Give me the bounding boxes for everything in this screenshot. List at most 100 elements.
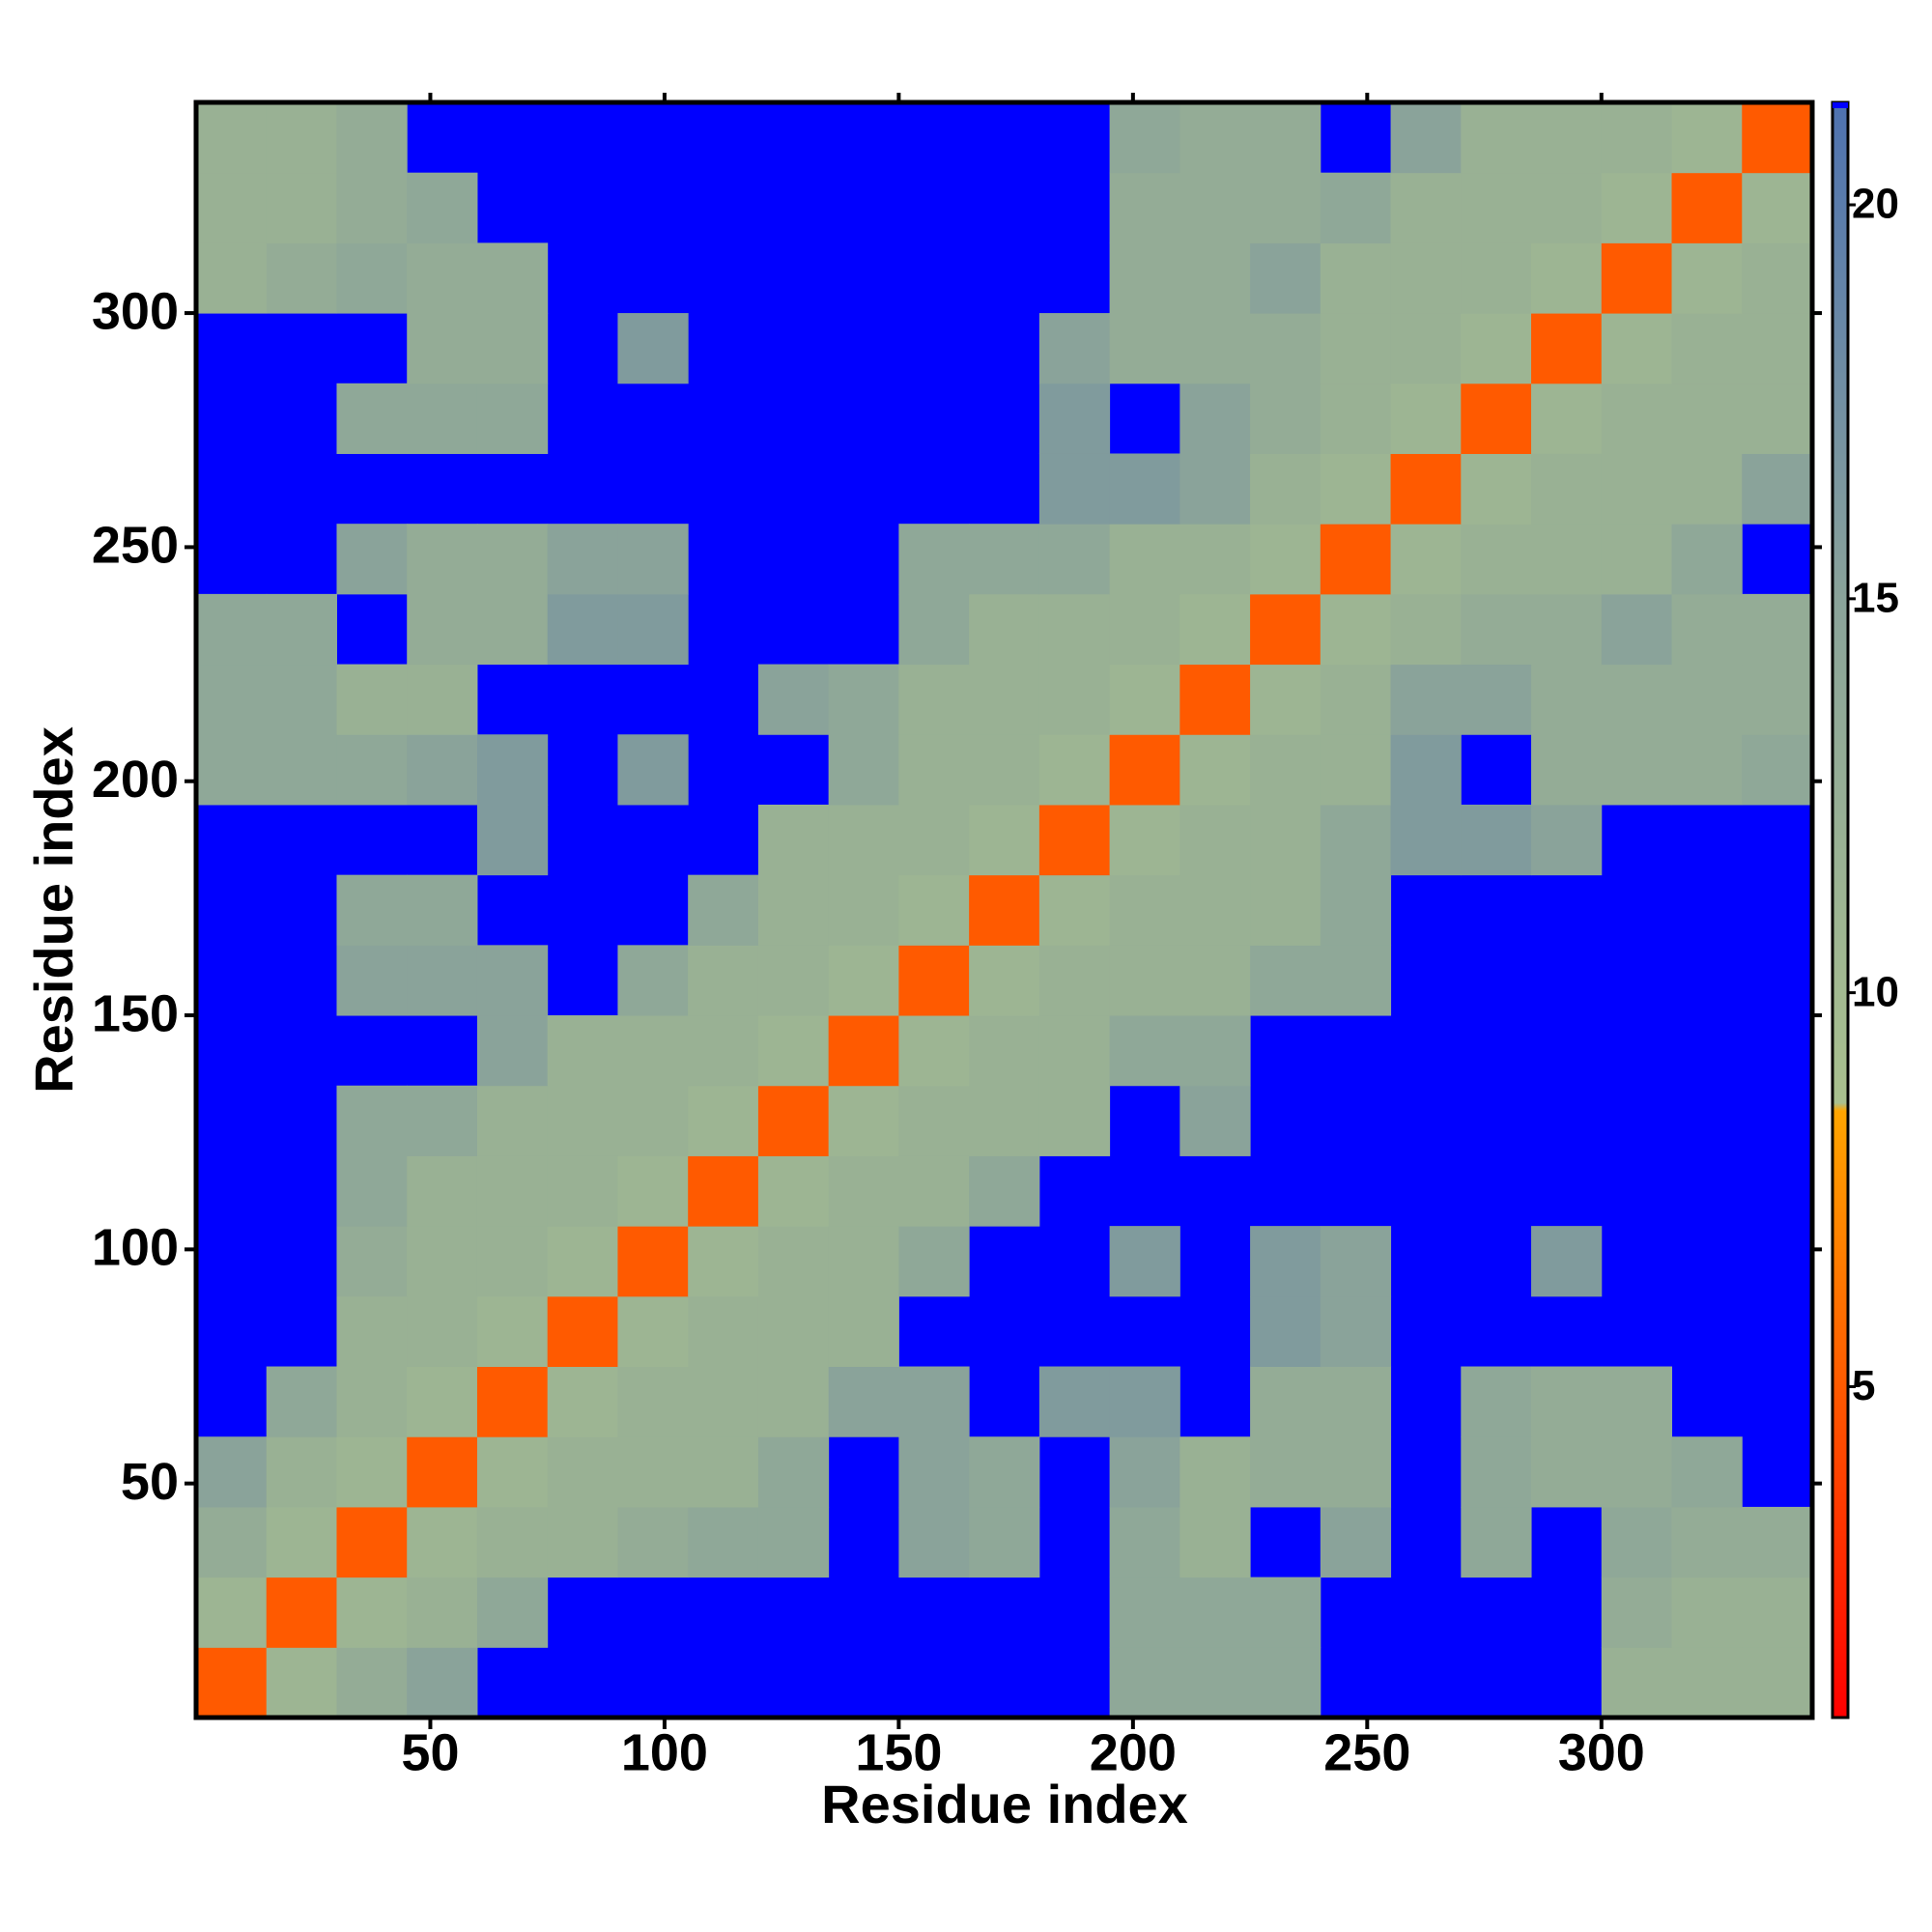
heatmap-cell [547, 1085, 618, 1156]
heatmap-cell [266, 734, 337, 806]
heatmap-cell [476, 1226, 549, 1297]
heatmap-cell [1390, 593, 1462, 666]
heatmap-cell [1250, 453, 1321, 525]
heatmap-cell [1461, 1436, 1532, 1508]
heatmap-cell [1531, 664, 1603, 735]
heatmap-cell [1038, 593, 1111, 666]
heatmap-cell [688, 1226, 759, 1297]
heatmap-cell [476, 1155, 549, 1227]
heatmap-cell [969, 1436, 1040, 1508]
heatmap-cell [1038, 524, 1111, 595]
heatmap-cell [1320, 313, 1392, 384]
heatmap-cell [336, 1085, 408, 1156]
heatmap-cell [1742, 102, 1812, 174]
heatmap-cell [969, 1506, 1040, 1578]
heatmap-cell [547, 1015, 618, 1087]
heatmap-cell [1320, 874, 1392, 946]
heatmap-cell [617, 1366, 689, 1437]
heatmap-cell [969, 1085, 1040, 1156]
heatmap-cell [407, 313, 478, 384]
heatmap-cell [476, 1015, 549, 1087]
heatmap-cell [407, 664, 478, 735]
heatmap-cell [1390, 734, 1462, 806]
heatmap-cell [336, 664, 408, 735]
y-tick-label: 100 [92, 1219, 179, 1277]
heatmap-cell [1109, 1506, 1180, 1578]
heatmap-cell [828, 734, 899, 806]
heatmap-cell [1179, 1085, 1251, 1156]
heatmap-cell [757, 1085, 830, 1156]
heatmap-cell [1179, 453, 1251, 525]
heatmap-cell [828, 664, 899, 735]
heatmap-cell [1109, 1226, 1180, 1297]
heatmap-cell [1742, 734, 1812, 806]
heatmap-cell [1250, 1647, 1321, 1718]
heatmap-cell [1179, 1577, 1251, 1648]
heatmap-cell [688, 1506, 759, 1578]
heatmap-cell [1320, 453, 1392, 525]
heatmap-cell [1742, 383, 1812, 454]
heatmap-cell [898, 1155, 970, 1227]
heatmap-cell [898, 804, 970, 876]
heatmap-cell [969, 804, 1040, 876]
heatmap-cell [617, 945, 689, 1016]
heatmap-cell [547, 1295, 618, 1368]
heatmap-cell [1250, 734, 1321, 806]
heatmap-cell [1742, 172, 1812, 243]
heatmap-cell [828, 945, 899, 1016]
heatmap-cell [407, 1295, 478, 1368]
heatmap-cell [1671, 1577, 1743, 1648]
heatmap-cell [1109, 1436, 1180, 1508]
heatmap-cell [1179, 172, 1251, 243]
heatmap-cell [757, 664, 830, 735]
heatmap-cell [969, 664, 1040, 735]
heatmap-cell [407, 1577, 478, 1648]
heatmap-cell [1742, 1506, 1812, 1578]
heatmap-cell [1109, 102, 1180, 174]
heatmap-cell [757, 945, 830, 1016]
heatmap-cell [828, 1015, 899, 1087]
heatmap-cell [407, 1506, 478, 1578]
heatmap-cell [1250, 524, 1321, 595]
colorbar-tick-label: 20 [1852, 181, 1899, 228]
heatmap-cell [476, 1577, 549, 1648]
heatmap-cell [1179, 1015, 1251, 1087]
heatmap-cell [1320, 383, 1392, 454]
heatmap-cell [476, 242, 549, 314]
heatmap-cell [1390, 524, 1462, 595]
heatmap-cell [196, 664, 268, 735]
heatmap-cell [336, 1295, 408, 1368]
colorbar [1831, 100, 1850, 1719]
colorbar-tick-label: 5 [1852, 1362, 1875, 1409]
heatmap-cell [688, 1155, 759, 1227]
heatmap-cell [1531, 1226, 1603, 1297]
heatmap-cell [1531, 172, 1603, 243]
heatmap-cell [1671, 172, 1743, 243]
heatmap-cell [1038, 1366, 1111, 1437]
heatmap-cell [1671, 1506, 1743, 1578]
heatmap-cell [1109, 1577, 1180, 1648]
colorbar-tick-label: 10 [1852, 968, 1899, 1015]
heatmap-cell [266, 1506, 337, 1578]
heatmap-cell [1038, 1015, 1111, 1087]
plot-frame [193, 99, 1815, 1720]
heatmap-cell [1461, 664, 1532, 735]
heatmap-cell [1320, 804, 1392, 876]
heatmap-cell [1038, 664, 1111, 735]
heatmap-cell [196, 1647, 268, 1718]
heatmap-cell [336, 734, 408, 806]
heatmap-cell [476, 1295, 549, 1368]
heatmap-cell [1038, 874, 1111, 946]
heatmap-cell [476, 1366, 549, 1437]
heatmap-cell [898, 524, 970, 595]
heatmap-cell [407, 734, 478, 806]
heatmap-cell [336, 242, 408, 314]
heatmap-cell [617, 1506, 689, 1578]
heatmap-cell [1601, 734, 1673, 806]
heatmap-cell [1390, 313, 1462, 384]
heatmap-cell [1461, 1506, 1532, 1578]
heatmap-cell [1109, 1015, 1180, 1087]
heatmap-cell [1179, 1436, 1251, 1508]
heatmap-cell [1109, 313, 1180, 384]
colorbar-top [1833, 102, 1848, 108]
